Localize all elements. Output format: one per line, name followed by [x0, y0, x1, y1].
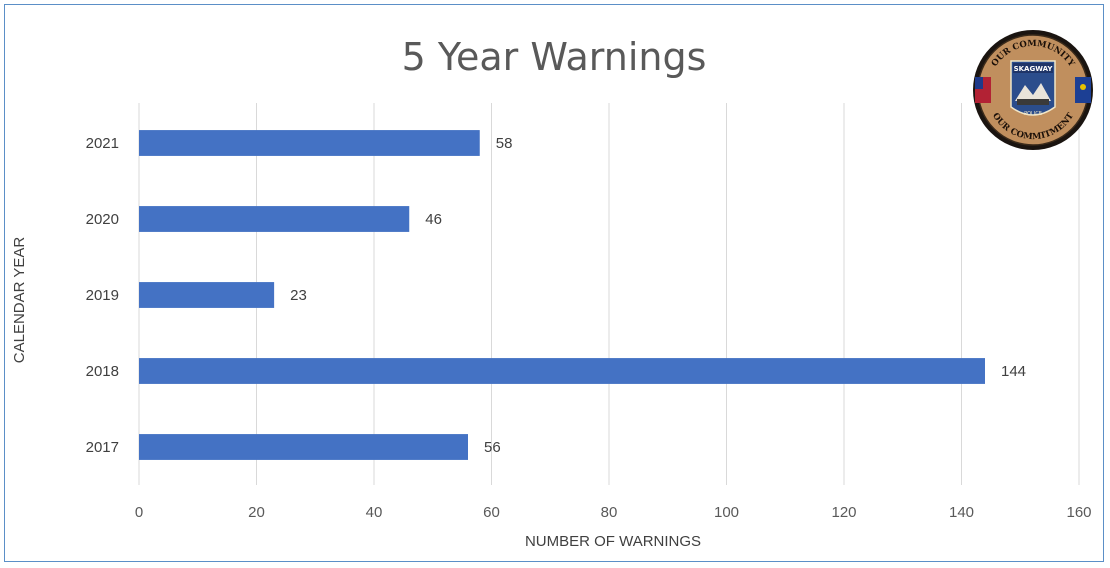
y-tick-label: 2018 [86, 363, 119, 380]
bar-2021 [139, 130, 480, 156]
y-tick-label: 2017 [86, 439, 119, 456]
data-label: 56 [484, 439, 501, 456]
x-tick-label: 0 [135, 504, 143, 521]
x-tick-label: 160 [1066, 504, 1091, 521]
bar-2020 [139, 206, 409, 232]
x-tick-label: 20 [248, 504, 265, 521]
bar-2017 [139, 434, 468, 460]
x-tick-label: 140 [949, 504, 974, 521]
x-axis-label: NUMBER OF WARNINGS [143, 533, 1083, 550]
y-axis-label: CALENDAR YEAR [11, 237, 28, 363]
x-tick-label: 60 [483, 504, 500, 521]
x-tick-label: 120 [831, 504, 856, 521]
bar-2018 [139, 358, 985, 384]
skagway-police-seal-logo: OUR COMMUNITY OUR COMMITMENT SKAGWAY POL… [971, 27, 1095, 153]
data-label: 144 [1001, 363, 1026, 380]
bar-2019 [139, 282, 274, 308]
x-tick-label: 80 [601, 504, 618, 521]
bar-chart: 0 20 40 60 80 100 120 140 160 2021 58 2020 46 2019 23 2… [5, 5, 1105, 563]
y-tick-label: 2021 [86, 135, 119, 152]
x-tick-label: 40 [366, 504, 383, 521]
x-tick-label: 100 [714, 504, 739, 521]
chart-frame: 5 Year Warnings 0 20 40 60 80 100 120 140 160 202… [4, 4, 1104, 562]
y-tick-label: 2020 [86, 211, 119, 228]
data-label: 58 [496, 135, 513, 152]
data-label: 46 [425, 211, 442, 228]
svg-text:SKAGWAY: SKAGWAY [1014, 65, 1054, 73]
data-label: 23 [290, 287, 307, 304]
y-tick-label: 2019 [86, 287, 119, 304]
svg-text:POLICE: POLICE [1024, 111, 1042, 117]
